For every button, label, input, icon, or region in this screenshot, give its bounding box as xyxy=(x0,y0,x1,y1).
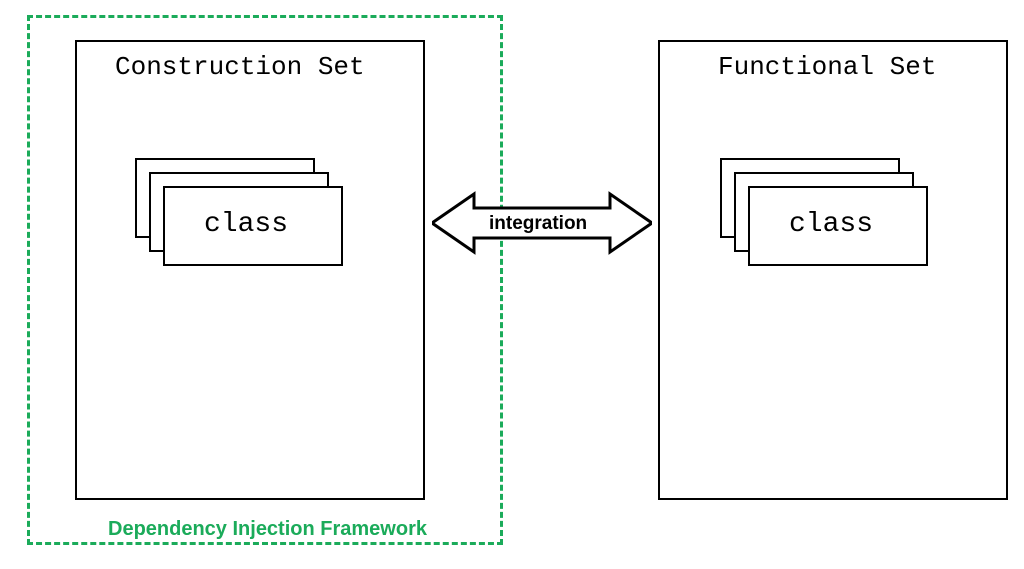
integration-arrow-label: integration xyxy=(489,213,587,235)
construction-set-title: Construction Set xyxy=(115,52,365,82)
dependency-injection-frame-label: Dependency Injection Framework xyxy=(108,518,427,541)
functional-set-title: Functional Set xyxy=(718,52,936,82)
functional-set-box xyxy=(658,40,1008,500)
construction-set-box xyxy=(75,40,425,500)
diagram-canvas: Dependency Injection Framework Construct… xyxy=(0,0,1024,569)
class-card-label: class xyxy=(789,209,873,240)
class-card-label: class xyxy=(204,209,288,240)
